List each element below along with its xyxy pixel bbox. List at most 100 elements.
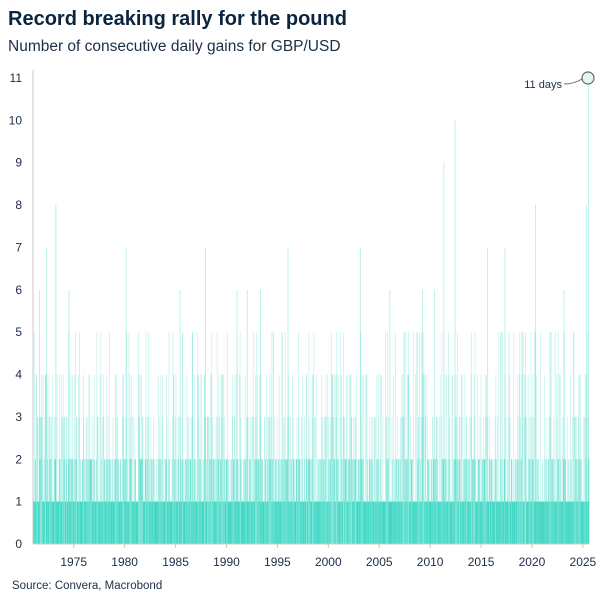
bar (189, 501, 190, 544)
bar (322, 416, 324, 544)
bar (281, 332, 283, 544)
bar (141, 459, 143, 544)
bar (52, 374, 53, 544)
bar (329, 501, 330, 544)
bar (573, 332, 575, 544)
bar (543, 501, 545, 544)
bar (519, 459, 521, 544)
y-tick-label: 6 (15, 283, 22, 297)
bar (107, 501, 109, 544)
bar (548, 416, 550, 544)
bar (231, 501, 233, 544)
y-tick-label: 9 (15, 156, 22, 170)
bar (343, 416, 345, 544)
bar (257, 501, 258, 544)
bar (283, 459, 285, 544)
bar (172, 416, 173, 544)
bar (35, 374, 37, 544)
bar (509, 374, 511, 544)
bar (223, 374, 224, 544)
bar (109, 332, 111, 544)
bar (76, 416, 78, 544)
bar (171, 459, 173, 544)
bar (123, 374, 124, 544)
bar (289, 501, 291, 544)
bar (122, 374, 124, 544)
bar (532, 374, 534, 544)
bar (451, 374, 453, 544)
bar (427, 459, 429, 544)
bar (111, 501, 113, 544)
bar (340, 416, 342, 544)
bar (33, 501, 35, 544)
bar (243, 501, 245, 544)
bar (472, 501, 474, 544)
bar (531, 416, 532, 544)
bar (245, 501, 247, 544)
bar (118, 501, 119, 544)
bar (332, 416, 333, 544)
bar (447, 501, 449, 544)
bar (558, 501, 560, 544)
bar (145, 416, 147, 544)
x-tick-label: 2015 (468, 555, 495, 569)
bar (348, 501, 349, 544)
bar (299, 459, 300, 544)
bar (236, 459, 238, 544)
bar (211, 332, 213, 544)
bar (525, 501, 527, 544)
bar (194, 501, 196, 544)
bar (267, 501, 269, 544)
bar (269, 416, 270, 544)
bar (405, 459, 406, 544)
bar (204, 374, 206, 544)
bar (349, 459, 350, 544)
bar (470, 416, 472, 544)
bar (570, 501, 572, 544)
bar (455, 374, 457, 544)
bar (297, 501, 298, 544)
bar (51, 416, 52, 544)
bar (58, 501, 60, 544)
bar (259, 501, 261, 544)
bar (447, 501, 449, 544)
bar (168, 501, 170, 544)
bar (454, 459, 456, 544)
bar (345, 459, 347, 544)
bar (469, 416, 471, 544)
bar (89, 459, 90, 544)
chart-source: Source: Convera, Macrobond (12, 580, 163, 592)
bar (484, 459, 485, 544)
bar (355, 459, 357, 544)
bar (376, 501, 378, 544)
bar (550, 332, 552, 544)
bar (76, 459, 78, 544)
bar (466, 416, 467, 544)
bar (455, 416, 457, 544)
bar (144, 501, 146, 544)
bar (474, 374, 475, 544)
bar (317, 501, 319, 544)
bar (306, 374, 308, 544)
bar (282, 501, 284, 544)
bar (106, 459, 107, 544)
bar (260, 416, 261, 544)
bar (139, 374, 141, 544)
bar (247, 416, 248, 544)
bar (499, 501, 501, 544)
bar (434, 501, 436, 544)
bar (339, 501, 341, 544)
bar (47, 501, 49, 544)
bar (181, 459, 183, 544)
bar (338, 501, 339, 544)
bar (210, 501, 211, 544)
bar (207, 416, 208, 544)
bar (375, 416, 376, 544)
bar (369, 416, 370, 544)
bar (49, 416, 50, 544)
bar (107, 416, 109, 544)
bar (324, 416, 326, 544)
bar (459, 416, 461, 544)
bar (138, 416, 140, 544)
bar (341, 374, 342, 544)
